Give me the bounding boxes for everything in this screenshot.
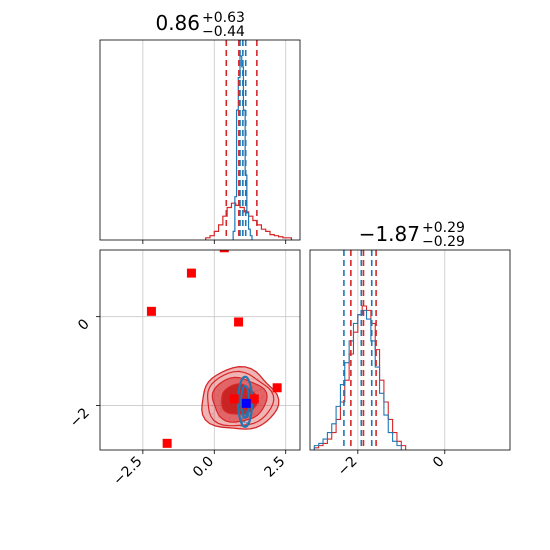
p2-axes-frame	[309, 249, 511, 451]
scatter-points	[146, 250, 282, 448]
scatter-blue-sample	[241, 417, 244, 419]
scatter-blue-sample	[247, 409, 250, 412]
p2-quantile-lines	[343, 250, 377, 450]
scatter-blue-sample	[244, 415, 247, 418]
scatter-sample-dot	[211, 404, 214, 407]
scatter-blue-sample	[242, 415, 245, 418]
scatter-xtick-label: 2.5	[261, 454, 288, 481]
scatter-blue-sample	[240, 409, 242, 412]
p2-xtick-label: 0	[430, 454, 448, 472]
scatter-red-marker	[186, 268, 196, 278]
p2-xtick-label: −2	[335, 454, 361, 480]
p1-histograms	[205, 55, 293, 240]
p2-ticks: −2 0	[335, 450, 448, 479]
scatter-red-marker	[234, 317, 244, 327]
p2-histograms	[313, 305, 407, 450]
scatter-blue-sample	[247, 411, 249, 414]
scatter-blue-sample	[245, 422, 248, 424]
p1-hist-red	[205, 202, 293, 240]
p2-hist-red	[313, 305, 407, 450]
p1-grid	[142, 40, 287, 240]
scatter-blue-sample	[242, 420, 245, 423]
scatter-ytick-label: 0	[75, 316, 93, 334]
p1-axes-frame	[99, 39, 301, 241]
p2-title-plus: +0.29	[422, 220, 465, 236]
scatter-red-marker	[272, 383, 282, 393]
panel-p1-marginal: 0.86 +0.63 −0.44	[99, 10, 301, 244]
scatter-contours	[201, 366, 280, 430]
p2-hist-blue	[313, 309, 402, 450]
p2-title-value: −1.87	[359, 222, 420, 246]
scatter-blue-sample	[241, 421, 244, 424]
p1-ticks	[142, 240, 287, 244]
scatter-blue-sample	[247, 415, 250, 417]
p1-title-value: 0.86	[155, 11, 200, 35]
scatter-blue-sample	[240, 425, 243, 427]
scatter-sample-dot	[211, 412, 214, 415]
scatter-red-marker	[229, 394, 239, 404]
scatter-xtick-label: −2.5	[110, 454, 145, 489]
p1-title-plus: +0.63	[202, 10, 245, 26]
p1-hist-blue	[232, 55, 253, 240]
scatter-grid	[100, 250, 300, 450]
scatter-blue-sample	[244, 409, 246, 412]
panel-p2-marginal: −2 0 −1.87 +0.29 −0.29	[309, 220, 511, 479]
scatter-blue-marker	[241, 398, 251, 408]
scatter-red-marker	[219, 250, 229, 253]
scatter-blue-sample	[241, 410, 244, 413]
scatter-blue-sample	[239, 417, 242, 420]
scatter-blue-sample	[241, 409, 244, 411]
panel-p1-vs-p2: −2.5 0.0 2.5 −2 0	[67, 249, 301, 489]
contour-red-2	[206, 370, 275, 427]
scatter-axes-frame	[99, 249, 301, 451]
scatter-red-marker	[249, 394, 259, 404]
scatter-red-marker	[162, 438, 172, 448]
p1-quantile-lines	[225, 40, 258, 240]
scatter-blue-sample	[243, 413, 245, 416]
scatter-red-marker	[146, 306, 156, 316]
p2-grid	[357, 250, 446, 450]
scatter-blue-sample	[247, 421, 249, 424]
p2-title-minus: −0.29	[422, 234, 465, 250]
scatter-ytick-label: −2	[67, 405, 93, 431]
scatter-blue-sample	[242, 424, 245, 427]
scatter-blue-sample	[245, 414, 248, 416]
p1-title-minus: −0.44	[202, 24, 245, 40]
scatter-xtick-label: 0.0	[190, 454, 217, 481]
